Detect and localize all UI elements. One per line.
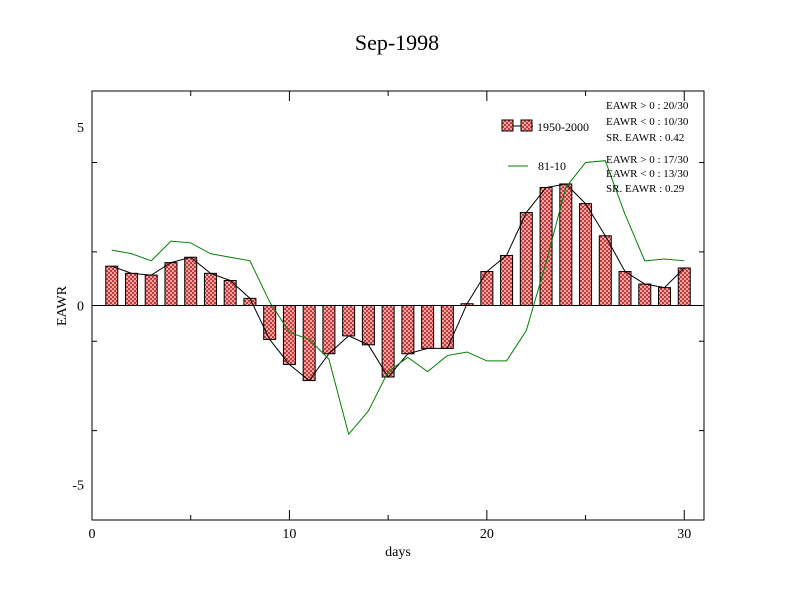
stats-sr-1950-2000: SR. EAWR : 0.42 (606, 132, 684, 144)
bar-day-4 (164, 262, 178, 307)
bar-day-2 (124, 272, 138, 307)
stats-neg-81-10: EAWR < 0 : 13/30 (606, 168, 689, 180)
x-tick-label: 0 (89, 527, 96, 542)
stats-pos-1950-2000: EAWR > 0 : 20/30 (606, 100, 689, 112)
bar-series-connector-line (111, 183, 685, 382)
x-tick-label: 20 (480, 527, 494, 542)
y-tick-label: 5 (77, 121, 84, 136)
bar-day-20 (480, 271, 494, 307)
bar-day-3 (144, 274, 158, 306)
y-tick-label: -5 (72, 478, 84, 493)
bar-day-18 (440, 305, 454, 349)
stats-block-81-10: EAWR > 0 : 17/30 EAWR < 0 : 13/30 SR. EA… (606, 154, 689, 195)
y-axis-label: EAWR (55, 285, 70, 326)
bar-day-6 (203, 272, 217, 307)
bar-day-22 (519, 212, 533, 306)
bar-day-28 (638, 283, 652, 306)
chart-title: Sep-1998 (355, 30, 439, 55)
x-tick-label: 30 (677, 527, 691, 542)
bar-series (105, 183, 691, 382)
bar-day-5 (184, 256, 198, 306)
legend-label-1950-2000: 1950-2000 (537, 120, 589, 134)
legend-bar-swatch-left (501, 119, 514, 132)
y-tick-label: 0 (77, 300, 84, 315)
stats-block-1950-2000: EAWR > 0 : 20/30 EAWR < 0 : 10/30 SR. EA… (606, 100, 689, 144)
x-tick-label: 10 (282, 527, 296, 542)
x-axis: 0 10 20 30 (89, 91, 691, 542)
stats-pos-81-10: EAWR > 0 : 17/30 (606, 154, 689, 166)
line-series-81-10 (111, 160, 685, 436)
bar-day-15 (381, 305, 395, 378)
bar-day-26 (598, 235, 612, 307)
bar-day-27 (618, 271, 632, 307)
legend-label-81-10: 81-10 (538, 159, 566, 173)
bar-day-12 (322, 305, 336, 355)
x-axis-label: days (385, 545, 411, 560)
stats-neg-1950-2000: EAWR < 0 : 10/30 (606, 116, 689, 128)
bar-day-9 (263, 305, 277, 340)
legend: 1950-2000 81-10 (501, 119, 589, 173)
bar-day-10 (282, 305, 296, 365)
legend-bar-swatch-right (520, 119, 533, 132)
bar-day-17 (421, 305, 435, 349)
bar-day-1 (105, 265, 119, 306)
bar-day-21 (500, 254, 514, 306)
y-axis: -5 0 5 (72, 121, 704, 521)
bar-day-14 (361, 305, 375, 346)
bar-day-16 (401, 305, 415, 355)
bar-day-30 (677, 267, 691, 306)
bar-day-13 (342, 305, 356, 337)
bar-day-29 (658, 287, 672, 306)
bar-day-25 (579, 203, 593, 306)
stats-sr-81-10: SR. EAWR : 0.29 (606, 183, 685, 195)
